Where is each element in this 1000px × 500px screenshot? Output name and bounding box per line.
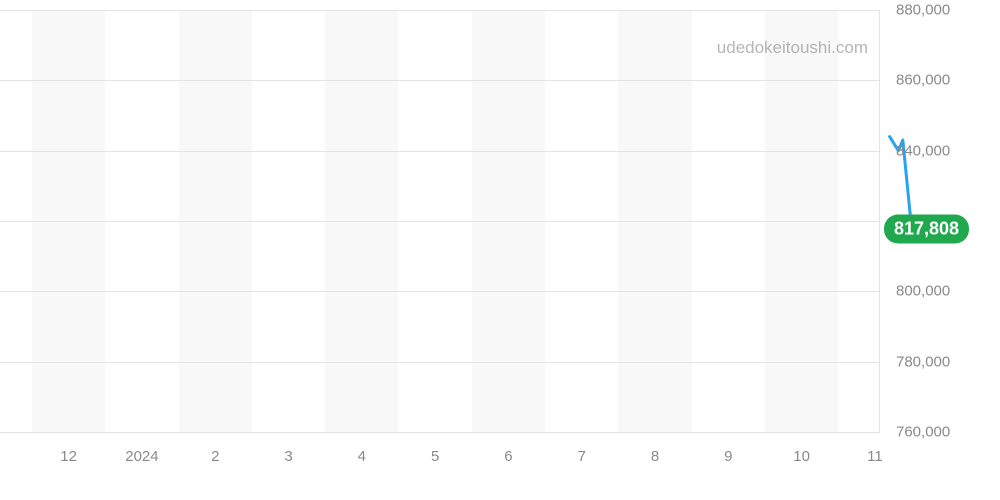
- x-tick-label: 2: [211, 448, 219, 465]
- y-tick-label: 800,000: [896, 283, 950, 300]
- x-tick-label: 5: [431, 448, 439, 465]
- x-tick-label: 4: [358, 448, 366, 465]
- y-tick-label: 760,000: [896, 424, 950, 441]
- y-tick-label: 880,000: [896, 2, 950, 19]
- x-tick-label: 6: [504, 448, 512, 465]
- x-tick-label: 11: [867, 448, 883, 465]
- x-tick-label: 8: [651, 448, 659, 465]
- y-tick-label: 780,000: [896, 353, 950, 370]
- x-tick-label: 12: [60, 448, 77, 465]
- current-value-label: 817,808: [884, 214, 969, 243]
- y-gridline: [0, 432, 880, 433]
- y-tick-label: 840,000: [896, 142, 950, 159]
- x-tick-label: 10: [793, 448, 810, 465]
- plot-area: [0, 10, 880, 432]
- x-tick-label: 7: [578, 448, 586, 465]
- watermark: udedokeitoushi.com: [717, 38, 868, 58]
- x-tick-label: 9: [724, 448, 732, 465]
- y-tick-label: 860,000: [896, 72, 950, 89]
- series-layer: [0, 10, 880, 432]
- x-tick-label: 3: [284, 448, 292, 465]
- x-tick-label: 2024: [125, 448, 158, 465]
- price-chart: 760,000780,000800,000820,000840,000860,0…: [0, 0, 1000, 500]
